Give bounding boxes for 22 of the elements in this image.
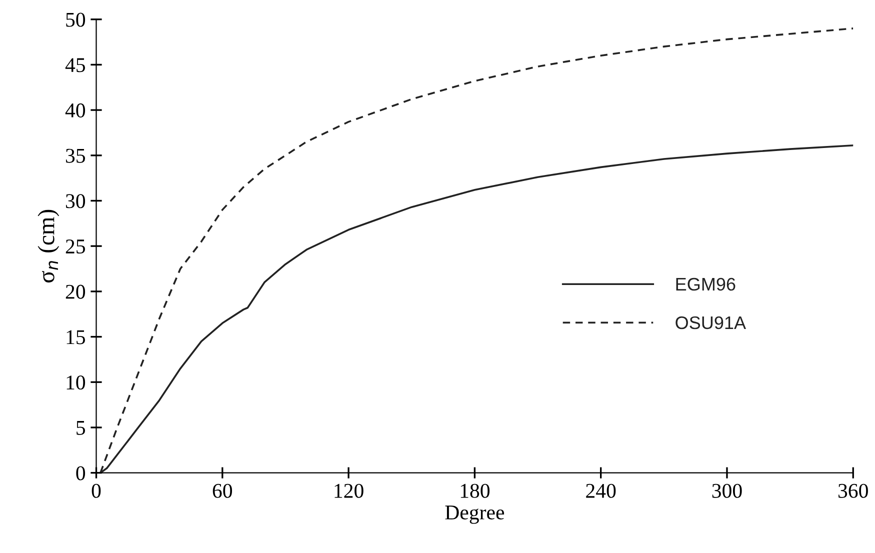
y-axis-title: σ$_{n}$ (cm) [38,210,60,282]
x-tick-label: 240 [586,484,616,498]
x-tick-label: 180 [460,484,490,498]
y-tick-label: 40 [65,103,86,118]
y-tick-label: 35 [66,148,86,163]
legend-label: EGM96 [676,278,736,291]
x-tick-label: 120 [334,484,364,498]
y-tick-label: 25 [66,240,86,254]
y-tick-label: 10 [66,375,86,390]
legend-label: OSU91A [676,316,746,330]
y-tick-label: 20 [66,284,86,299]
x-tick-label: 360 [838,484,868,498]
y-tick-label: 50 [66,12,86,27]
x-axis-title: Degree [445,506,504,524]
y-tick-label: 45 [65,58,86,72]
y-tick-label: 5 [76,421,86,435]
x-tick-label: 0 [92,484,101,498]
y-tick-label: 0 [76,466,86,480]
y-tick-label: 30 [66,194,86,208]
x-tick-label: 60 [212,484,232,498]
y-tick-label: 15 [66,330,86,344]
x-tick-label: 300 [712,484,742,498]
